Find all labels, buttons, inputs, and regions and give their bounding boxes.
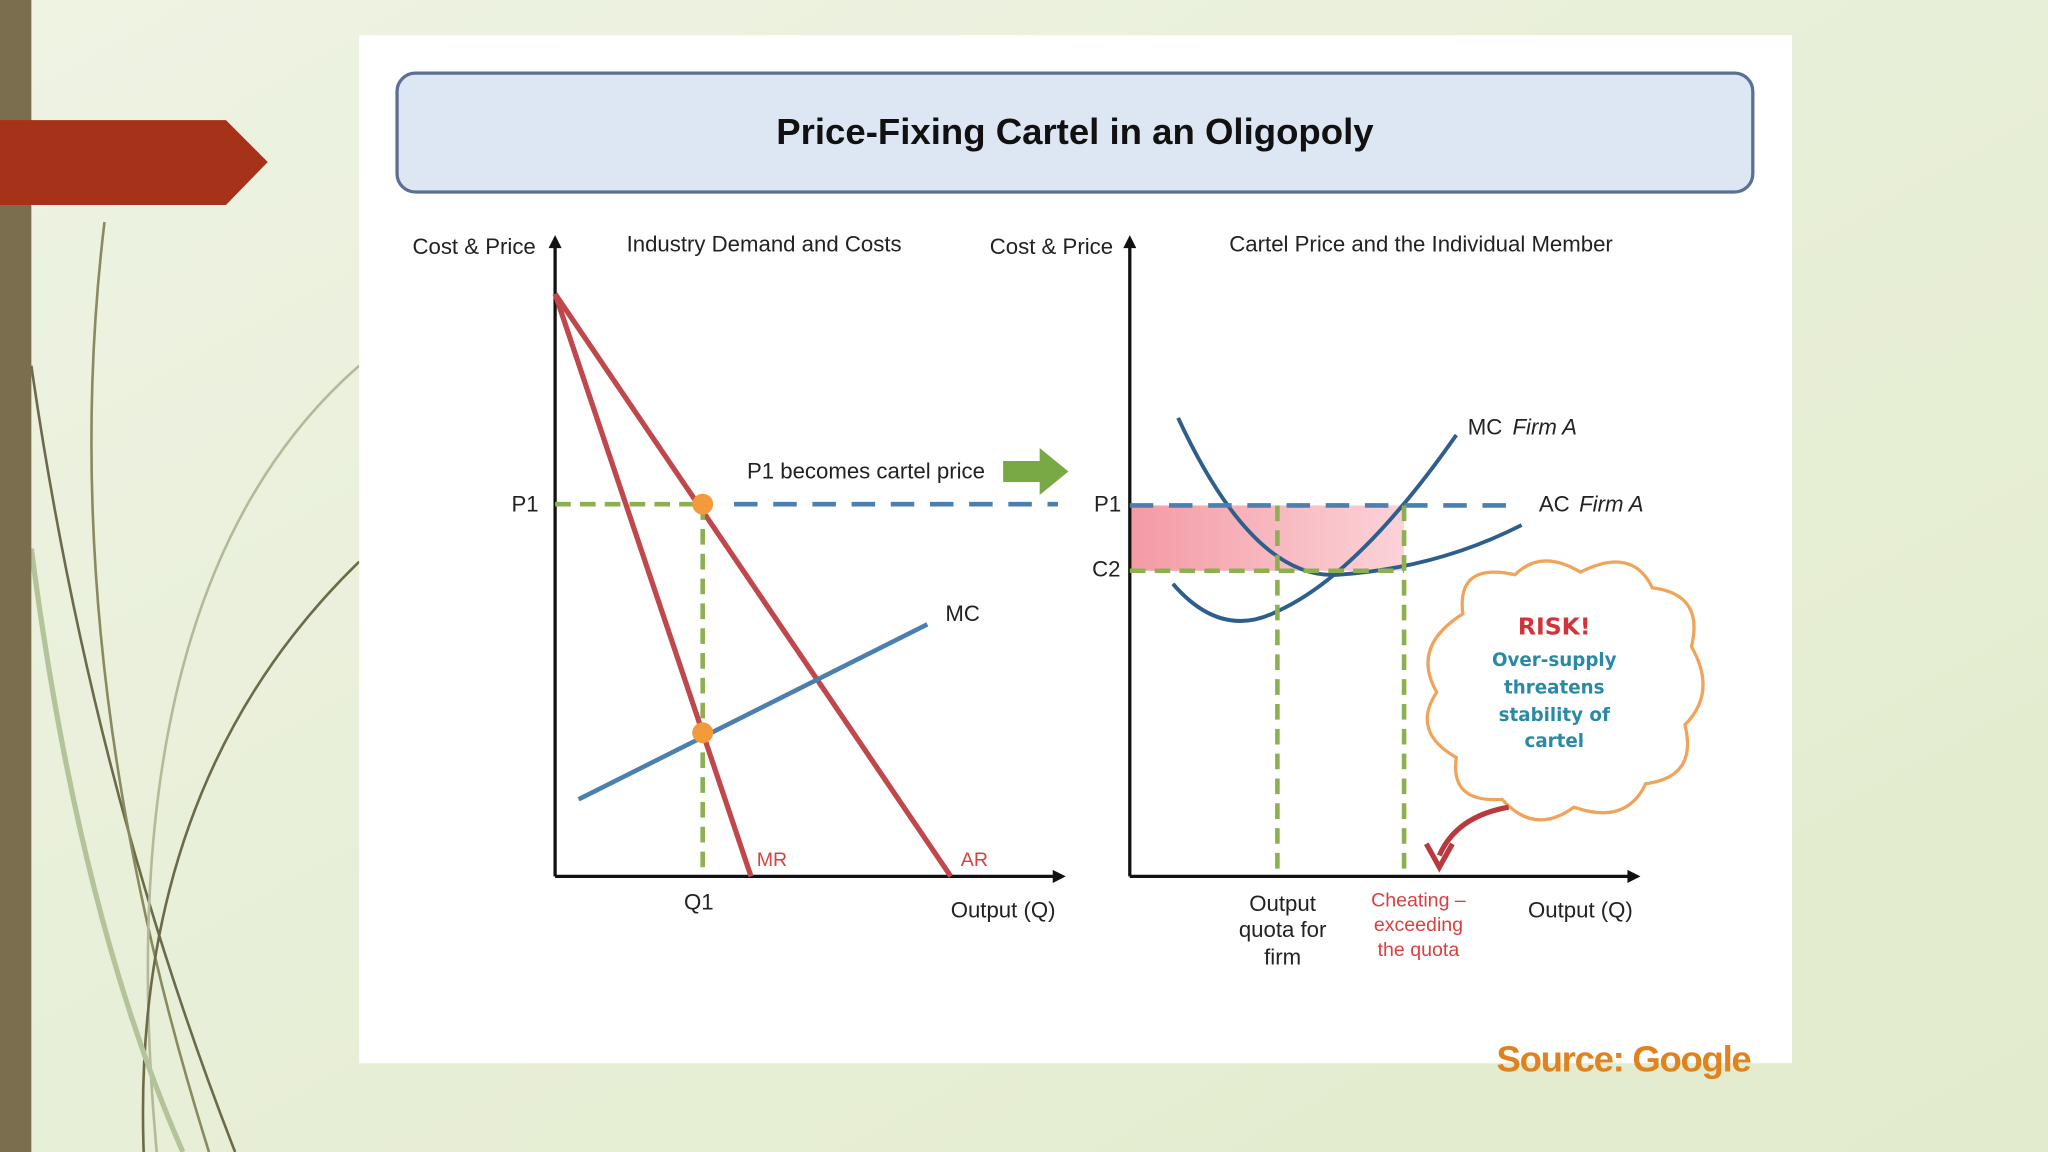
ac-curve	[1176, 417, 1523, 577]
axis-arrow	[1052, 869, 1066, 883]
title-box	[395, 71, 1755, 194]
arrow-icon	[1003, 448, 1069, 496]
axis-arrow	[1627, 869, 1641, 883]
risk-arrow	[1436, 804, 1510, 857]
risk-text: threatens	[1504, 677, 1604, 698]
mc-curve	[577, 622, 929, 802]
p1-label: P1	[511, 491, 538, 516]
mc-firm: Firm A	[1512, 414, 1577, 439]
figure-panel	[359, 35, 1792, 1064]
point	[692, 722, 714, 744]
x-axis-label: Output (Q)	[951, 898, 1056, 923]
annotation: P1 becomes cartel price	[747, 459, 985, 484]
profit-area	[1129, 505, 1405, 571]
risk-heading: RISK!	[1518, 613, 1591, 641]
ar-label: AR	[961, 849, 988, 871]
decoration	[28, 221, 361, 1152]
mc-label: MC	[1468, 414, 1503, 439]
risk-note: RISK! Over-supply threatens stability of…	[1424, 559, 1705, 873]
ar-curve	[552, 292, 954, 878]
risk-arrow-head	[1424, 842, 1455, 873]
c2-label: C2	[1092, 557, 1120, 582]
source: Source: Google	[1497, 1039, 1752, 1080]
subtitle: Industry Demand and Costs	[627, 231, 902, 256]
x-axis-label: Output (Q)	[1528, 898, 1633, 923]
cheating-label: Cheating –	[1371, 889, 1466, 911]
ac-firm: Firm A	[1579, 491, 1644, 516]
mc-curve	[1171, 433, 1458, 623]
y-axis-label: Cost & Price	[990, 234, 1113, 259]
subtitle: Cartel Price and the Individual Member	[1229, 231, 1613, 256]
q1-label: Q1	[684, 890, 714, 915]
ac-label: AC	[1539, 491, 1570, 516]
y-axis-label: Cost & Price	[412, 234, 535, 259]
accent-arrow	[0, 120, 268, 206]
right-chart: Cost & Price Cartel Price and the Indivi…	[990, 231, 1644, 969]
left-chart: Cost & Price Industry Demand and Costs P…	[412, 231, 1069, 923]
quota-label: Output	[1249, 891, 1316, 916]
cheating-label: the quota	[1378, 939, 1460, 961]
title: Price-Fixing Cartel in an Oligopoly	[776, 111, 1374, 152]
mr-curve	[552, 293, 754, 878]
cheating-label: exceeding	[1374, 914, 1463, 936]
risk-text: cartel	[1525, 731, 1585, 752]
mr-label: MR	[757, 849, 787, 871]
p1-label: P1	[1094, 491, 1121, 516]
risk-text: stability of	[1499, 705, 1611, 726]
point	[692, 493, 714, 515]
quota-label: quota for	[1239, 917, 1327, 942]
cloud-shape	[1425, 559, 1705, 822]
mc-label: MC	[945, 601, 980, 626]
quota-label: firm	[1264, 945, 1301, 970]
axis-arrow	[1123, 235, 1137, 249]
risk-text: Over-supply	[1492, 650, 1617, 671]
axis-arrow	[548, 235, 562, 249]
